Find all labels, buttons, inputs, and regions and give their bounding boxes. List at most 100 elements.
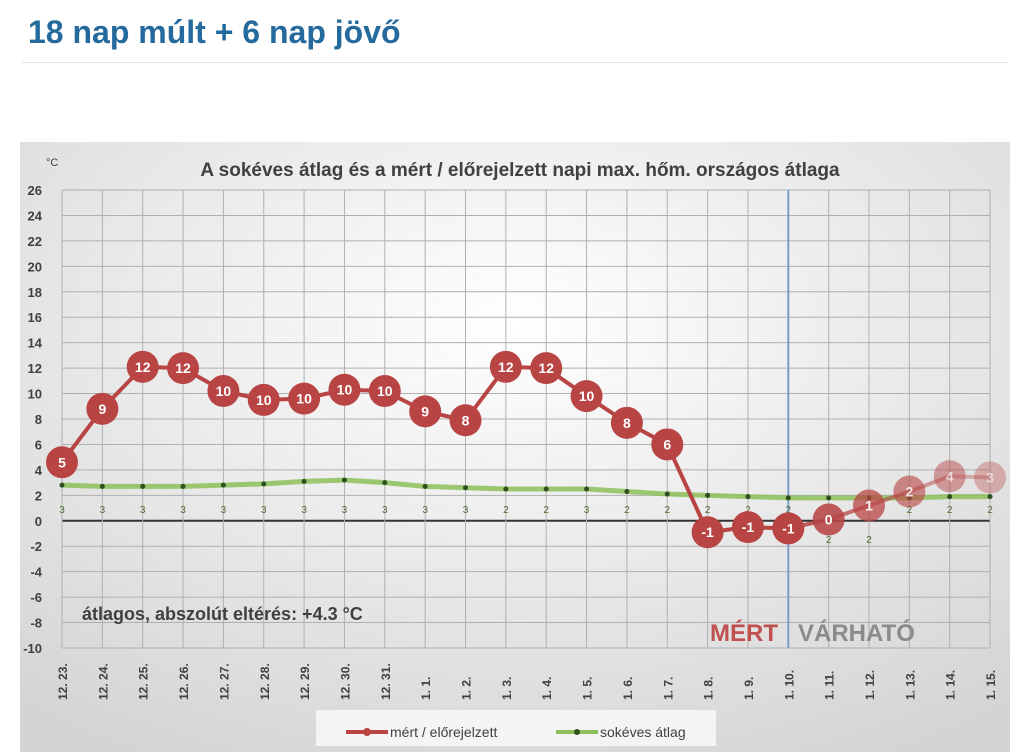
- average-data-label: 2: [987, 505, 993, 516]
- measured-data-label: -1: [742, 519, 755, 535]
- y-tick-label: 24: [28, 208, 43, 223]
- average-point: [422, 483, 428, 489]
- legend: mért / előrejelzett sokéves átlag: [316, 710, 716, 746]
- measured-point: [974, 461, 1007, 494]
- average-data-label: 3: [180, 505, 186, 516]
- x-tick-label: 12. 28.: [258, 663, 272, 700]
- average-data-label: 2: [664, 505, 670, 516]
- x-tick-label: 1. 4.: [540, 677, 554, 700]
- x-tick-label: 1. 10.: [782, 670, 796, 700]
- x-tick-label: 1. 11.: [823, 671, 837, 700]
- legend-marker-measured: [363, 728, 371, 736]
- chart-background: [20, 142, 1010, 752]
- average-point: [745, 494, 751, 500]
- y-tick-label: 18: [28, 285, 42, 300]
- measured-point: [489, 350, 522, 383]
- measured-data-label: 2: [905, 484, 913, 500]
- y-tick-label: 20: [28, 259, 42, 274]
- y-tick-label: 8: [35, 412, 42, 427]
- x-tick-label: 1. 9.: [742, 677, 756, 700]
- average-point: [664, 491, 670, 497]
- measured-point: [328, 373, 361, 406]
- measured-data-label: 6: [663, 436, 671, 452]
- average-point: [785, 495, 791, 501]
- x-tick-label: 12. 27.: [217, 663, 231, 700]
- x-tick-label: 1. 3.: [500, 677, 514, 700]
- measured-point: [167, 352, 200, 385]
- average-point: [543, 486, 549, 492]
- measured-data-label: 12: [135, 359, 151, 375]
- measured-data-label: 8: [462, 412, 470, 428]
- measured-data-label: 12: [175, 360, 191, 376]
- y-tick-label: 2: [35, 488, 42, 503]
- average-point: [180, 483, 186, 489]
- average-data-label: 3: [422, 505, 428, 516]
- y-axis-unit: °C: [46, 157, 58, 169]
- y-tick-label: -4: [30, 565, 42, 580]
- x-tick-label: 12. 29.: [298, 663, 312, 700]
- measured-point: [610, 406, 643, 439]
- measured-data-label: 10: [579, 388, 595, 404]
- average-point: [705, 492, 711, 498]
- average-data-label: 3: [221, 505, 227, 516]
- measured-point: [812, 503, 845, 536]
- y-tick-label: -10: [23, 641, 42, 656]
- average-point: [826, 495, 832, 501]
- page-heading: 18 nap múlt + 6 nap jövő: [28, 14, 401, 50]
- average-point: [382, 480, 388, 486]
- average-point: [59, 482, 65, 488]
- average-data-label: 2: [705, 505, 711, 516]
- measured-point: [207, 375, 240, 408]
- y-tick-label: 6: [35, 437, 42, 452]
- measured-label: MÉRT: [710, 619, 778, 647]
- forecast-label: VÁRHATÓ: [798, 619, 915, 647]
- measured-point: [772, 512, 805, 545]
- average-point: [99, 483, 105, 489]
- chart-title: A sokéves átlag és a mért / előrejelzett…: [200, 160, 840, 181]
- x-tick-label: 1. 8.: [702, 677, 716, 700]
- y-tick-label: 0: [35, 514, 42, 529]
- average-data-label: 2: [543, 505, 549, 516]
- measured-data-label: 10: [256, 392, 272, 408]
- average-data-label: 3: [100, 505, 106, 516]
- average-data-label: 3: [301, 505, 307, 516]
- measured-point: [933, 460, 966, 493]
- average-data-label: 3: [382, 505, 388, 516]
- average-data-label: 3: [261, 505, 267, 516]
- measured-data-label: 9: [98, 401, 106, 417]
- measured-point: [449, 404, 482, 437]
- average-point: [987, 494, 993, 500]
- y-tick-label: 22: [28, 234, 42, 249]
- measured-data-label: 8: [623, 415, 631, 431]
- x-tick-label: 12. 30.: [338, 663, 352, 700]
- legend-label-average: sokéves átlag: [600, 724, 686, 740]
- y-tick-label: -6: [30, 590, 42, 605]
- measured-point: [731, 511, 764, 544]
- average-point: [503, 486, 509, 492]
- measured-point: [651, 428, 684, 461]
- average-data-label: 3: [342, 505, 348, 516]
- y-tick-label: 14: [28, 336, 43, 351]
- legend-marker-average: [574, 729, 580, 735]
- measured-point: [691, 516, 724, 549]
- measured-data-label: 3: [986, 470, 994, 486]
- average-data-label: 2: [745, 505, 751, 516]
- x-tick-label: 12. 24.: [96, 663, 110, 700]
- measured-point: [893, 475, 926, 508]
- measured-point: [530, 352, 563, 385]
- measured-point: [46, 446, 78, 479]
- measured-point: [247, 383, 280, 416]
- average-data-label: 2: [866, 535, 872, 546]
- measured-point: [570, 380, 603, 413]
- measured-data-label: 9: [421, 403, 429, 419]
- measured-data-label: 12: [538, 360, 554, 376]
- y-tick-label: -2: [30, 539, 42, 554]
- measured-data-label: 4: [946, 468, 954, 484]
- measured-data-label: -1: [701, 524, 714, 540]
- y-tick-label: -8: [30, 616, 42, 631]
- measured-point: [86, 392, 119, 425]
- average-point: [220, 482, 226, 488]
- x-tick-label: 12. 26.: [177, 663, 191, 700]
- average-data-label: 3: [463, 505, 469, 516]
- average-data-label: 2: [786, 505, 792, 516]
